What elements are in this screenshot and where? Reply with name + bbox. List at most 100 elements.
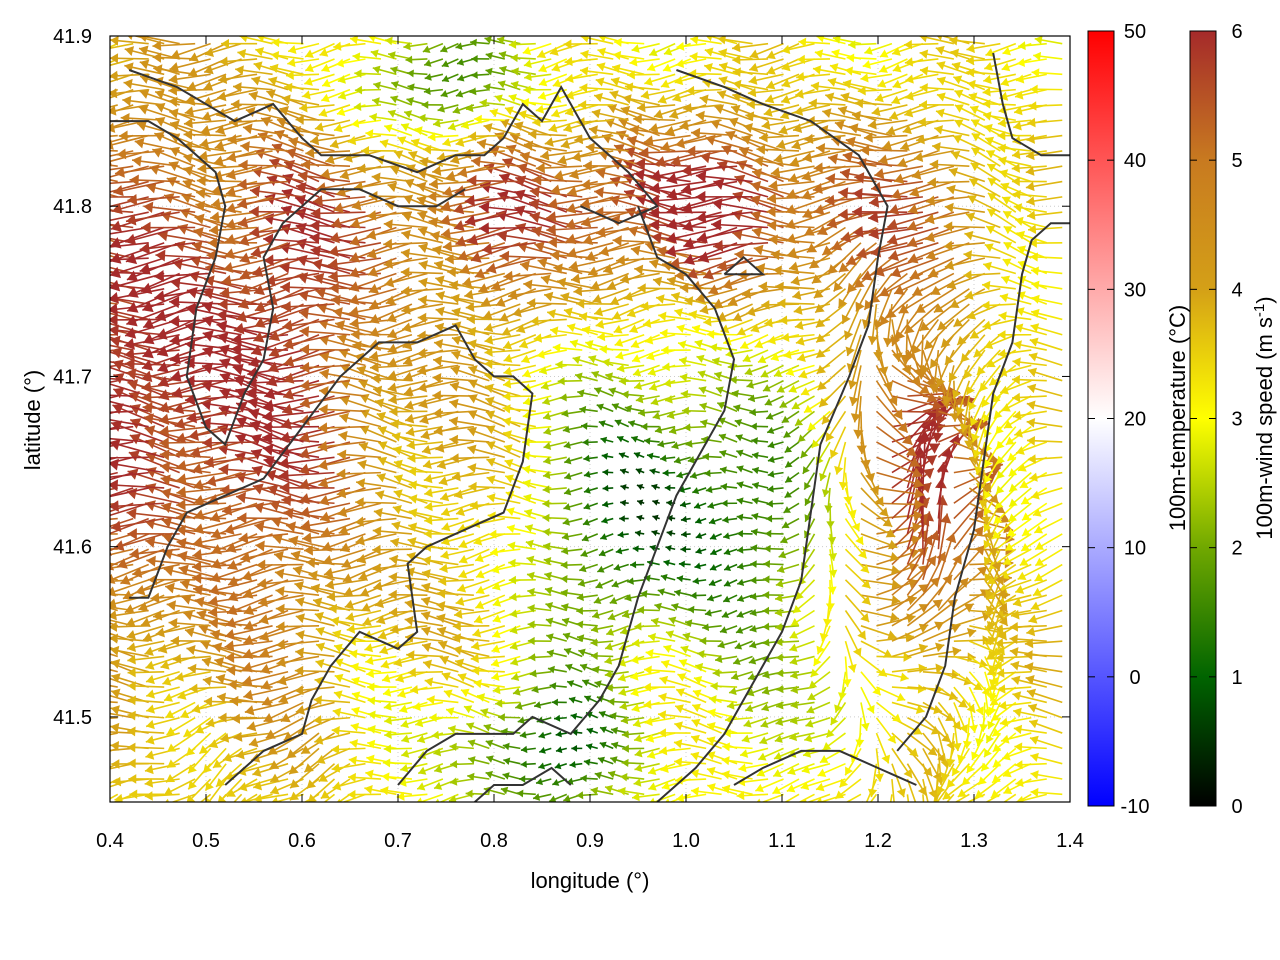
wind-vector-head	[982, 482, 991, 493]
wind-vector-head	[755, 783, 764, 793]
wind-vector-head	[928, 443, 940, 454]
wind-vector-head	[110, 659, 121, 669]
wind-vector-head	[555, 746, 563, 754]
wind-vector-head	[404, 599, 414, 609]
wind-vector-head	[731, 672, 739, 681]
wind-vector-head	[987, 575, 997, 585]
wind-vector-head	[903, 652, 912, 662]
wind-vector-head	[144, 425, 156, 437]
wind-vector-shaft	[869, 793, 878, 802]
wind-vector-head	[996, 455, 1005, 465]
wind-vector-head	[1026, 626, 1036, 637]
wind-vector-head	[674, 456, 682, 464]
wind-vector-head	[912, 522, 922, 533]
wind-vector-head	[127, 726, 136, 737]
wind-vector-head	[125, 617, 136, 627]
wind-vector-head	[630, 671, 639, 681]
wind-vector-head	[842, 679, 852, 687]
wind-vector-head	[678, 486, 685, 493]
wind-vector-head	[260, 663, 271, 675]
wind-vector-head	[909, 548, 920, 559]
wind-vector-head	[659, 675, 669, 685]
wind-vector-head	[486, 493, 496, 503]
wind-vector-head	[995, 652, 1004, 663]
wind-vector-head	[913, 726, 923, 735]
wind-vector-head	[503, 757, 511, 765]
wind-vector-head	[437, 459, 447, 470]
wind-vector-head	[474, 614, 483, 624]
wind-vector-head	[858, 549, 867, 559]
wind-vector-head	[196, 609, 207, 621]
wind-vector-head	[475, 569, 485, 579]
wind-vector-shaft	[233, 793, 243, 802]
wind-vector-head	[547, 665, 555, 674]
wind-vector-shaft	[889, 794, 893, 802]
wind-vector-head	[506, 507, 515, 517]
wind-vector-head	[691, 786, 700, 796]
wind-vector-head	[561, 532, 570, 541]
wind-vector-head	[334, 673, 344, 683]
wind-vector-head	[789, 732, 798, 742]
wind-vector-shaft	[242, 793, 258, 802]
wind-vector-head	[176, 460, 187, 472]
wind-vector-head	[564, 456, 572, 465]
wind-vector-head	[749, 624, 757, 633]
wind-vector-head	[749, 641, 757, 649]
wind-vector-head	[92, 452, 102, 464]
wind-vector-head	[98, 187, 109, 198]
wind-vector-head	[243, 588, 254, 599]
wind-vector-head	[633, 778, 642, 787]
wind-vector-shaft	[110, 762, 134, 770]
wind-vector-head	[110, 705, 120, 715]
wind-vector-head	[645, 733, 655, 743]
wind-vector-head	[611, 580, 620, 588]
wind-vector-head	[780, 536, 789, 544]
wind-vector-head	[295, 705, 306, 715]
wind-vector-head	[721, 611, 730, 619]
wind-vector-head	[75, 581, 85, 591]
wind-vector-head	[97, 330, 108, 341]
wind-vector-head	[1016, 795, 1024, 802]
wind-vector-head	[275, 586, 285, 597]
wind-vector-head	[981, 687, 991, 696]
wind-vector-head	[283, 507, 294, 520]
wind-vector-head	[233, 731, 243, 742]
wind-vector-head	[657, 710, 667, 720]
wind-vector-head	[475, 553, 484, 563]
wind-vector-head	[910, 534, 921, 546]
wind-vector-head	[702, 452, 710, 461]
wind-vector-head	[991, 561, 1002, 571]
wind-vector-head	[160, 461, 171, 473]
wind-vector-head	[457, 583, 467, 593]
wind-vector-head	[146, 555, 156, 567]
wind-vector-head	[994, 503, 1005, 514]
wind-vector-head	[70, 224, 81, 235]
wind-vector-head	[590, 624, 599, 633]
wind-vector-head	[238, 782, 248, 792]
wind-vector-head	[931, 432, 943, 444]
wind-vector-head	[718, 433, 727, 441]
wind-vector-head	[211, 558, 222, 570]
wind-vector-head	[764, 544, 771, 553]
wind-vector-head	[320, 790, 330, 799]
wind-vector-head	[691, 718, 701, 728]
wind-vector-head	[473, 679, 482, 689]
wind-vector-head	[240, 796, 247, 802]
wind-vector-head	[238, 532, 249, 544]
wind-vector-head	[466, 722, 475, 731]
wind-vector-head	[390, 624, 399, 635]
wind-vector-head	[383, 744, 392, 754]
wind-vector-head	[126, 507, 137, 520]
wind-vector-head	[763, 560, 771, 568]
wind-vector-head	[313, 715, 322, 725]
wind-vector-head	[76, 389, 86, 401]
wind-vector-head	[110, 621, 118, 632]
wind-vector-head	[695, 662, 704, 672]
wind-vector-head	[83, 771, 92, 780]
wind-vector-head	[985, 605, 996, 615]
wind-vector-head	[762, 687, 770, 696]
wind-vector-head	[979, 724, 989, 732]
wind-vector-head	[62, 401, 73, 413]
wind-vector-head	[408, 494, 418, 504]
wind-vector-head	[88, 565, 98, 576]
